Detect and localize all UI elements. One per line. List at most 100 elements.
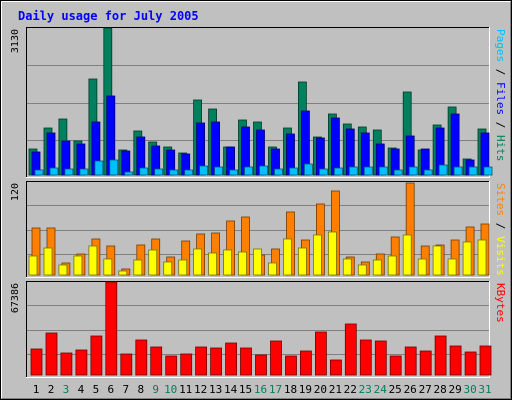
x-tick-label-day-26: 26: [404, 383, 417, 396]
legend-entry: /: [494, 62, 507, 82]
bar-visits-day-9: [148, 249, 158, 276]
bar-kbytes-day-24: [374, 340, 387, 376]
bar-pages-day-20: [318, 168, 328, 176]
bar-kbytes-day-10: [165, 355, 178, 376]
legend-bandwidth: KBytes: [494, 283, 507, 323]
series-files: [31, 95, 490, 176]
y-max-label: 67386: [10, 283, 21, 313]
bar-pages-day-12: [199, 165, 209, 176]
bar-kbytes-day-14: [225, 342, 238, 376]
x-tick-label-day-21: 21: [329, 383, 342, 396]
chart-title: Daily usage for July 2005: [18, 9, 199, 23]
bar-kbytes-day-4: [75, 349, 88, 376]
series-visits: [28, 231, 487, 276]
bar-kbytes-day-13: [210, 347, 223, 376]
bar-visits-day-16: [253, 248, 262, 276]
bar-pages-day-16: [259, 165, 268, 176]
bar-visits-day-18: [283, 238, 292, 276]
bar-kbytes-day-15: [240, 347, 252, 376]
bar-pages-day-1: [34, 169, 44, 176]
y-max-label: 120: [10, 183, 21, 201]
legend-entry: Visits: [494, 236, 507, 276]
x-tick-label-day-3: 3: [63, 383, 70, 396]
bar-files-day-21: [330, 117, 340, 176]
bar-kbytes-day-7: [120, 353, 133, 376]
bar-pages-day-7: [124, 171, 134, 176]
bar-pages-day-5: [94, 160, 104, 176]
bar-kbytes-day-1: [30, 348, 43, 376]
x-tick-label-day-2: 2: [48, 383, 55, 396]
x-tick-label-day-24: 24: [374, 383, 388, 396]
bar-pages-day-27: [423, 169, 433, 176]
x-tick-label-day-6: 6: [107, 383, 114, 396]
bar-pages-day-25: [393, 169, 403, 176]
bar-pages-day-15: [244, 166, 253, 176]
x-tick-label-day-15: 15: [239, 383, 252, 396]
bar-visits-day-17: [268, 262, 277, 276]
bar-visits-day-10: [163, 261, 173, 276]
x-tick-label-day-14: 14: [224, 383, 238, 396]
bar-pages-day-21: [333, 167, 343, 176]
bar-kbytes-day-2: [45, 332, 58, 376]
bar-kbytes-day-3: [60, 352, 73, 376]
bar-visits-day-8: [133, 259, 143, 276]
x-tick-label-day-19: 19: [299, 383, 312, 396]
x-tick-label-day-7: 7: [122, 383, 129, 396]
bar-kbytes-day-5: [90, 335, 103, 376]
bar-kbytes-day-19: [299, 350, 312, 376]
x-axis-day-labels: 1 2 3 4 5 6 7 8 9 10 11 12 13 14 15 16 17 18 19 20 21 22 23 24 2…: [33, 383, 492, 396]
bar-kbytes-day-27: [419, 350, 432, 376]
bar-pages-day-13: [214, 166, 224, 176]
bar-visits-day-25: [387, 255, 397, 276]
legend-entry: Sites: [494, 183, 507, 216]
bar-kbytes-day-17: [270, 340, 282, 376]
bar-kbytes-day-18: [285, 355, 297, 376]
x-tick-label-day-8: 8: [137, 383, 144, 396]
panel-traffic: 3130 Pages / Files / Hits: [10, 27, 507, 178]
legend-entry: /: [494, 115, 507, 135]
bar-visits-day-13: [208, 252, 218, 276]
bar-visits-day-6: [103, 258, 113, 276]
legend-entry: /: [494, 216, 507, 236]
series-pages: [34, 159, 493, 176]
bar-visits-day-11: [178, 259, 188, 276]
bar-kbytes-day-30: [464, 351, 477, 376]
bar-visits-day-2: [43, 247, 53, 276]
bar-visits-day-5: [88, 245, 98, 276]
bar-visits-day-19: [297, 247, 307, 276]
bar-visits-day-21: [327, 231, 337, 276]
x-tick-label-day-17: 17: [269, 383, 282, 396]
bar-kbytes-day-31: [479, 345, 492, 376]
bar-pages-day-26: [408, 166, 418, 176]
x-tick-label-day-28: 28: [433, 383, 446, 396]
x-tick-label-day-5: 5: [93, 383, 100, 396]
x-tick-label-day-16: 16: [254, 383, 267, 396]
legend-entry: Files: [494, 82, 507, 115]
bar-pages-day-4: [79, 168, 89, 176]
bar-kbytes-day-8: [135, 339, 148, 376]
legend-entry: KBytes: [494, 283, 507, 323]
x-tick-label-day-31: 31: [478, 383, 491, 396]
bar-pages-day-3: [64, 168, 74, 176]
bar-pages-day-2: [49, 167, 59, 176]
bar-kbytes-day-6: [105, 281, 118, 376]
bar-pages-day-9: [154, 168, 164, 176]
bar-pages-day-23: [363, 166, 373, 176]
bar-kbytes-day-12: [195, 346, 208, 376]
bar-pages-day-17: [274, 168, 283, 176]
bar-pages-day-14: [229, 169, 239, 176]
bar-kbytes-day-22: [344, 323, 357, 376]
series-kbytes: [30, 281, 492, 376]
bar-visits-day-12: [193, 248, 203, 276]
bar-pages-day-29: [453, 166, 463, 176]
bar-kbytes-day-29: [449, 345, 462, 376]
bar-kbytes-day-9: [150, 346, 163, 376]
y-max-label: 3130: [10, 29, 21, 53]
legend-visitors: Sites / Visits: [494, 183, 507, 276]
bar-visits-day-3: [58, 264, 68, 276]
bar-pages-day-10: [169, 169, 179, 176]
x-tick-label-day-10: 10: [164, 383, 177, 396]
bar-visits-day-15: [238, 251, 247, 276]
x-tick-label-day-9: 9: [152, 383, 159, 396]
